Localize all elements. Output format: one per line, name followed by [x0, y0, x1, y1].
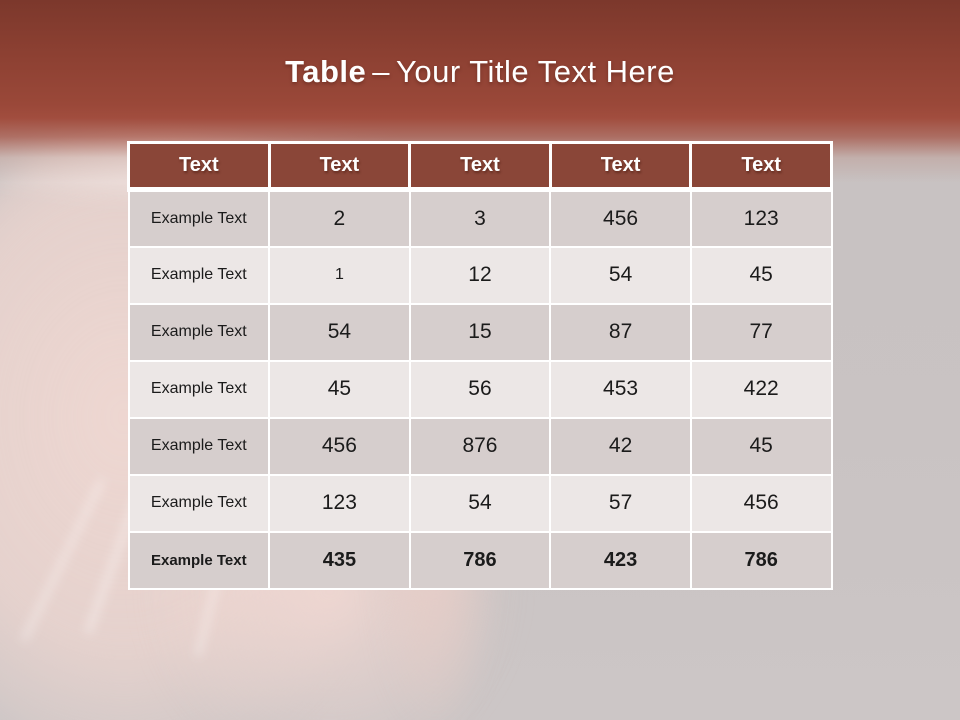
table-total-row: Example Text 435 786 423 786 — [127, 530, 833, 590]
value-cell: 786 — [689, 530, 833, 590]
value-cell: 435 — [268, 530, 411, 590]
value-cell: 123 — [689, 188, 833, 248]
row-label-cell: Example Text — [127, 359, 271, 419]
value-cell: 786 — [408, 530, 552, 590]
table-header-cell: Text — [408, 141, 552, 192]
table-header-cell: Text — [548, 141, 693, 192]
table-row: Example Text 54 15 87 77 — [127, 302, 833, 362]
value-cell: 453 — [549, 359, 692, 419]
row-label-cell: Example Text — [127, 473, 271, 533]
value-cell: 45 — [268, 359, 411, 419]
value-cell: 456 — [268, 416, 411, 476]
value-cell: 123 — [268, 473, 411, 533]
table-row: Example Text 456 876 42 45 — [127, 416, 833, 476]
row-label-cell: Example Text — [127, 416, 271, 476]
table-header-cell: Text — [127, 141, 271, 192]
value-cell: 54 — [408, 473, 552, 533]
table-header-cell: Text — [689, 141, 833, 192]
table-row: Example Text 1 12 54 45 — [127, 245, 833, 305]
value-cell: 54 — [268, 302, 411, 362]
title-keyword: Table — [285, 54, 367, 89]
value-cell: 2 — [268, 188, 411, 248]
table-row: Example Text 45 56 453 422 — [127, 359, 833, 419]
table-header-row: Text Text Text Text Text — [127, 141, 833, 192]
data-table: Text Text Text Text Text Example Text 2 … — [127, 141, 833, 590]
row-label-cell: Example Text — [127, 530, 271, 590]
value-cell: 422 — [689, 359, 833, 419]
value-cell: 3 — [408, 188, 552, 248]
value-cell: 876 — [408, 416, 552, 476]
table-header-cell: Text — [267, 141, 412, 192]
value-cell: 87 — [549, 302, 692, 362]
value-cell: 42 — [549, 416, 692, 476]
value-cell: 1 — [268, 245, 411, 305]
table-row: Example Text 123 54 57 456 — [127, 473, 833, 533]
value-cell: 423 — [549, 530, 692, 590]
row-label-cell: Example Text — [127, 302, 271, 362]
value-cell: 54 — [549, 245, 692, 305]
value-cell: 12 — [408, 245, 552, 305]
value-cell: 45 — [689, 416, 833, 476]
value-cell: 456 — [689, 473, 833, 533]
title-separator: – — [372, 54, 391, 89]
value-cell: 77 — [689, 302, 833, 362]
value-cell: 15 — [408, 302, 552, 362]
value-cell: 45 — [689, 245, 833, 305]
value-cell: 57 — [549, 473, 692, 533]
table-row: Example Text 2 3 456 123 — [127, 188, 833, 248]
row-label-cell: Example Text — [127, 188, 271, 248]
value-cell: 456 — [549, 188, 692, 248]
row-label-cell: Example Text — [127, 245, 271, 305]
value-cell: 56 — [408, 359, 552, 419]
slide-title: Table – Your Title Text Here — [0, 0, 960, 90]
title-text: Your Title Text Here — [396, 54, 675, 89]
